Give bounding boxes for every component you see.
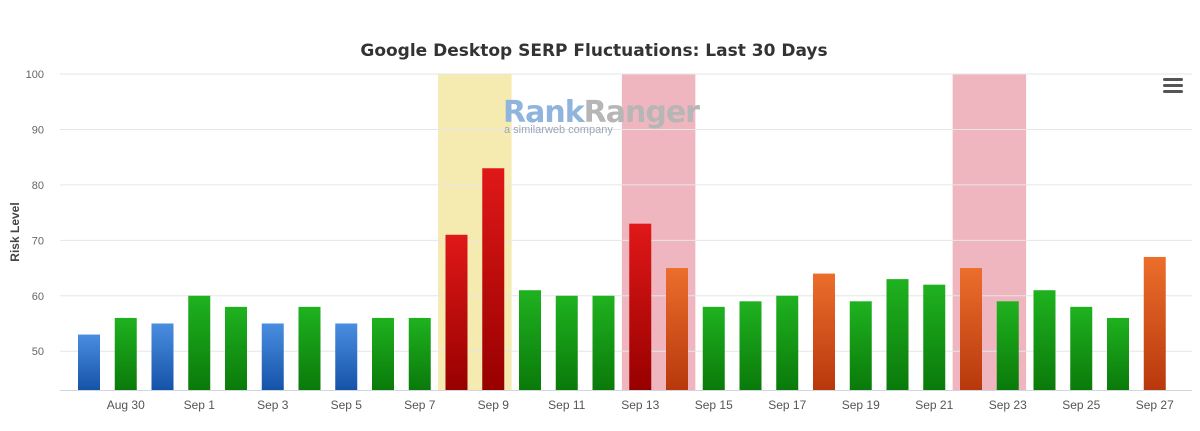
bar-sep-16[interactable]: [739, 301, 762, 390]
y-tick-label: 50: [32, 346, 44, 358]
bar-sep-8[interactable]: [445, 234, 468, 390]
bar-sep-4[interactable]: [298, 306, 321, 390]
bar-sep-21[interactable]: [923, 284, 946, 390]
bar-sep-10[interactable]: [519, 290, 541, 390]
y-tick-label: 90: [32, 124, 44, 136]
bar-sep-26[interactable]: [1107, 317, 1129, 390]
bar-sep-11[interactable]: [555, 295, 578, 390]
x-tick-label: Sep 11: [548, 398, 585, 412]
bar-sep-18[interactable]: [813, 273, 835, 390]
x-tick-label: Aug 30: [107, 398, 145, 412]
y-tick-label: 100: [26, 69, 44, 81]
highlight-bands: [438, 74, 1027, 390]
y-tick-label: 60: [32, 291, 44, 303]
bar-sep-5[interactable]: [335, 323, 358, 390]
x-tick-label: Sep 25: [1062, 398, 1100, 412]
bar-sep-9[interactable]: [482, 168, 505, 390]
watermark-brand-part1: Rank: [503, 95, 586, 130]
bar-sep-12[interactable]: [592, 295, 615, 390]
x-tick-label: Sep 27: [1136, 398, 1174, 412]
watermark-subtitle: a similarweb company: [504, 124, 613, 136]
bar-sep-23[interactable]: [996, 301, 1019, 390]
y-tick-label: 70: [32, 235, 44, 247]
y-tick-label: 80: [32, 180, 44, 192]
y-axis-label: Risk Level: [8, 202, 22, 261]
bar-sep-24[interactable]: [1033, 290, 1056, 390]
x-tick-label: Sep 21: [915, 398, 953, 412]
bar-sep-19[interactable]: [849, 301, 872, 390]
x-tick-label: Sep 15: [695, 398, 733, 412]
svg-text:RankRanger: RankRanger: [503, 95, 700, 130]
y-axis-ticks: 50 60 70 80 90 100: [26, 69, 44, 358]
bar-aug-30[interactable]: [114, 317, 137, 390]
bar-sep-20[interactable]: [886, 279, 909, 390]
bar-sep-14[interactable]: [666, 268, 688, 390]
bar-sep-17[interactable]: [776, 295, 799, 390]
bar-sep-2[interactable]: [225, 306, 247, 390]
x-tick-label: Sep 3: [257, 398, 289, 412]
bars: [78, 168, 1166, 390]
x-tick-label: Sep 17: [768, 398, 806, 412]
bar-aug-31[interactable]: [151, 323, 174, 390]
bar-sep-6[interactable]: [372, 317, 394, 390]
rankranger-watermark: RankRanger a similarweb company: [503, 95, 701, 136]
watermark-brand-part2: Ranger: [584, 95, 701, 130]
x-tick-label: Sep 9: [478, 398, 510, 412]
x-tick-label: Sep 13: [621, 398, 659, 412]
bar-sep-7[interactable]: [408, 317, 431, 390]
bar-sep-22[interactable]: [960, 268, 982, 390]
bar-sep-15[interactable]: [702, 306, 725, 390]
x-axis-ticks: Aug 30 Sep 1 Sep 3 Sep 5 Sep 7 Sep 9 Sep 11 Sep…: [107, 398, 1174, 412]
x-tick-label: Sep 19: [842, 398, 880, 412]
bar-aug-29[interactable]: [78, 334, 100, 390]
bar-sep-27[interactable]: [1143, 256, 1166, 390]
x-tick-label: Sep 23: [989, 398, 1027, 412]
bar-sep-3[interactable]: [261, 323, 284, 390]
x-tick-label: Sep 5: [331, 398, 363, 412]
bar-sep-1[interactable]: [188, 295, 211, 390]
x-tick-label: Sep 7: [404, 398, 436, 412]
hamburger-menu-icon[interactable]: [1163, 78, 1183, 94]
bar-sep-25[interactable]: [1070, 306, 1093, 390]
bar-sep-13[interactable]: [629, 223, 652, 390]
chart-title: Google Desktop SERP Fluctuations: Last 3…: [360, 41, 827, 61]
x-tick-label: Sep 1: [184, 398, 216, 412]
